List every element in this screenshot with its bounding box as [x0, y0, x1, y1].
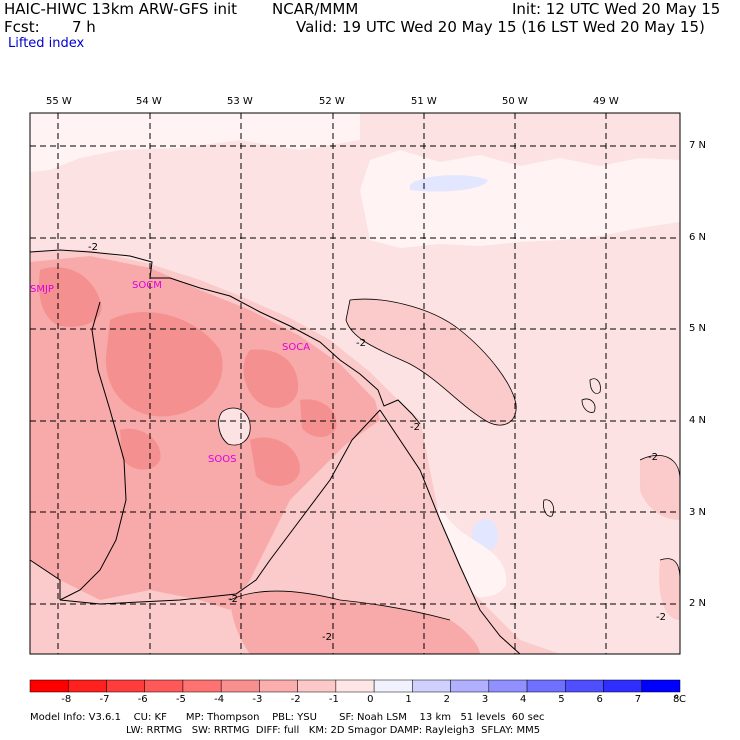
colorbar-tick-label: -2 — [290, 694, 301, 705]
colorbar-tick-label: 4 — [520, 694, 527, 705]
contour-label: -2 — [656, 612, 666, 623]
positive-blob-north — [410, 175, 488, 192]
colorbar-tick-label: -1 — [328, 694, 339, 705]
lon-label-51w: 51 W — [411, 96, 437, 107]
colorbar-swatch — [488, 679, 528, 693]
colorbar-swatch — [106, 679, 145, 693]
colorbar-swatch — [182, 679, 222, 693]
contour-label: -2 — [322, 632, 332, 643]
colorbar-tick-label: 3 — [481, 694, 489, 705]
contour-lines — [218, 298, 681, 621]
contour-label: -2 — [356, 338, 366, 349]
lon-label-54w: 54 W — [136, 96, 162, 107]
colorbar-swatch — [603, 679, 643, 693]
lon-label-52w: 52 W — [319, 96, 345, 107]
colorbar-tick-label: 7 — [634, 694, 642, 705]
lon-label-49w: 49 W — [593, 96, 619, 107]
colorbar-tick-label: 8 — [673, 694, 680, 705]
lat-label-3n: 3 N — [689, 507, 707, 518]
valid-time: Valid: 19 UTC Wed 20 May 15 (16 LST Wed … — [296, 18, 705, 36]
organization-label: NCAR/MMM — [272, 0, 359, 18]
patch-minus4-d — [250, 437, 300, 486]
colorbar-swatch — [641, 679, 681, 693]
model-title: HAIC-HIWC 13km ARW-GFS init — [4, 0, 238, 18]
boundaries — [29, 249, 521, 655]
amapa-finger — [346, 299, 517, 426]
lat-label-2n: 2 N — [689, 598, 707, 609]
colorbar-tick-label: -4 — [214, 694, 225, 705]
init-time: Init: 12 UTC Wed 20 May 15 — [512, 0, 721, 18]
eastern-patch — [640, 455, 680, 520]
model-info-line2: LW: RRTMG SW: RRTMG DIFF: full KM: 2D Sm… — [126, 725, 541, 736]
colorbar-swatch — [526, 679, 566, 693]
colorbar-swatch — [67, 679, 107, 693]
colorbar-swatch — [220, 679, 260, 693]
contour-label: -2 — [648, 452, 658, 463]
colorbar-tick-label: 6 — [596, 694, 603, 705]
contour-label: -2 — [410, 422, 420, 433]
contour-label: -2 — [88, 242, 98, 253]
colorbar-swatch — [297, 679, 337, 693]
eastern-patch-south — [659, 558, 680, 620]
map-frame — [29, 112, 681, 655]
patch-minus4-c — [243, 349, 299, 408]
colorbar-tick-label: 2 — [443, 694, 450, 705]
lat-lon-grid — [30, 113, 680, 654]
lon-label-53w: 53 W — [227, 96, 253, 107]
colorbar-tick-label: -6 — [137, 694, 148, 705]
colorbar-swatch — [373, 679, 413, 693]
colorbar-swatch — [29, 679, 69, 693]
colorbar-swatch — [335, 679, 375, 693]
light-hole-soos — [218, 408, 251, 446]
lat-label-4n: 4 N — [689, 415, 707, 426]
patch-minus4-a — [38, 267, 102, 327]
station-label-soos: SOOS — [208, 454, 236, 465]
colorbar-swatch — [144, 679, 184, 693]
lat-label-6n: 6 N — [689, 232, 707, 243]
colorbar-unit: °C — [674, 694, 686, 705]
colorbar-swatch — [450, 679, 490, 693]
station-label-smjp: SMJP — [30, 284, 54, 295]
lon-label-50w: 50 W — [502, 96, 528, 107]
lat-label-7n: 7 N — [689, 140, 707, 151]
model-info-line1: Model Info: V3.6.1 CU: KF MP: Thompson P… — [30, 712, 545, 723]
colorbar-swatch — [565, 679, 604, 693]
patch-minus4-b — [105, 311, 223, 417]
southern-region-minus3 — [230, 590, 480, 654]
colorbar-tick-label: 1 — [405, 694, 412, 705]
forecast-hour: 7 h — [72, 18, 96, 36]
lat-label-5n: 5 N — [689, 323, 707, 334]
colorbar-tick-label: -7 — [99, 694, 110, 705]
colorbar-tick-label: -3 — [252, 694, 263, 705]
lon-label-55w: 55 W — [46, 96, 72, 107]
field-name: Lifted index — [8, 36, 85, 51]
near-zero-region-west — [30, 113, 360, 172]
patch-minus4-e — [300, 399, 337, 437]
colorbar-swatch — [259, 679, 298, 693]
colorbar — [29, 679, 681, 693]
contour-label: -2 — [228, 594, 238, 605]
forecast-label: Fcst: — [4, 18, 40, 36]
station-label-socm: SOCM — [132, 280, 162, 291]
colorbar-tick-label: 5 — [558, 694, 565, 705]
colorbar-tick-label: 0 — [367, 694, 374, 705]
colorbar-swatch — [412, 679, 451, 693]
colorbar-tick-label: -5 — [175, 694, 186, 705]
colorbar-tick-label: -8 — [61, 694, 72, 705]
station-label-soca: SOCA — [282, 342, 310, 353]
near-zero-region — [30, 113, 680, 248]
